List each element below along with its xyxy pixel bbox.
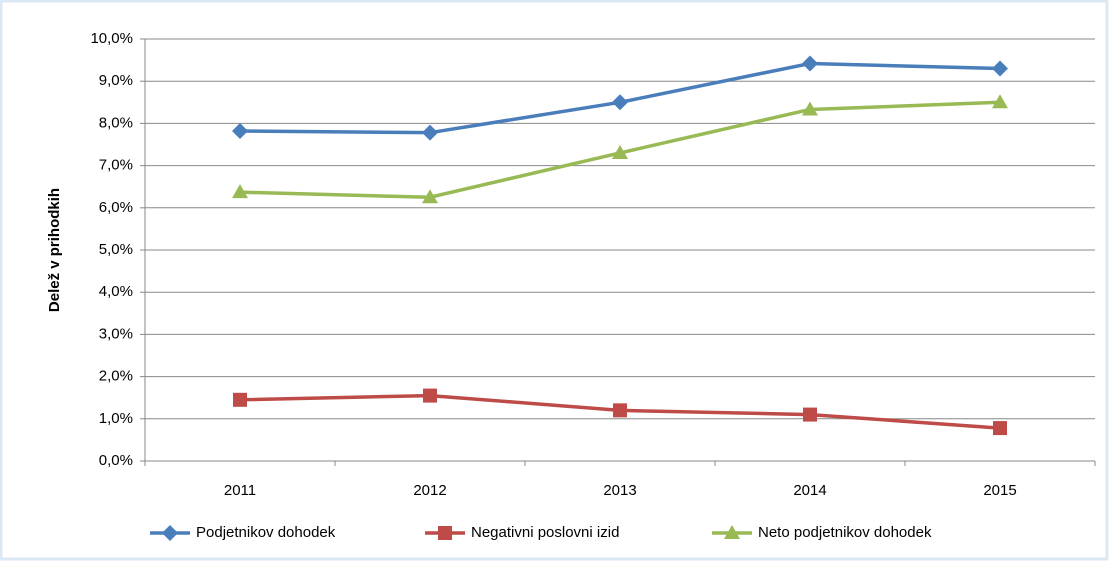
legend-label: Negativni poslovni izid bbox=[471, 524, 619, 541]
marker-diamond bbox=[232, 122, 248, 139]
marker-square bbox=[993, 421, 1007, 436]
y-tick-label: 10,0% bbox=[90, 30, 133, 47]
y-tick-label: 8,0% bbox=[99, 114, 133, 131]
y-tick-label: 1,0% bbox=[99, 410, 133, 427]
x-tick-label: 2014 bbox=[793, 482, 826, 499]
y-axis-title: Delež v prihodkih bbox=[46, 188, 63, 312]
marker-diamond bbox=[612, 94, 628, 111]
y-tick-label: 5,0% bbox=[99, 241, 133, 258]
marker-triangle bbox=[612, 144, 628, 159]
legend-label: Neto podjetnikov dohodek bbox=[758, 524, 932, 541]
marker-square bbox=[803, 407, 817, 422]
marker-diamond bbox=[422, 124, 438, 141]
x-tick-label: 2012 bbox=[413, 482, 446, 499]
marker-triangle bbox=[422, 189, 438, 204]
legend-marker bbox=[438, 526, 452, 540]
legend-marker bbox=[162, 525, 178, 541]
y-tick-label: 7,0% bbox=[99, 157, 133, 174]
legend-label: Podjetnikov dohodek bbox=[196, 524, 336, 541]
marker-triangle bbox=[802, 101, 818, 116]
y-tick-label: 3,0% bbox=[99, 325, 133, 342]
y-tick-label: 6,0% bbox=[99, 199, 133, 216]
marker-diamond bbox=[992, 60, 1008, 77]
y-tick-label: 9,0% bbox=[99, 72, 133, 89]
x-tick-label: 2015 bbox=[983, 482, 1016, 499]
x-tick-label: 2011 bbox=[224, 482, 256, 499]
y-tick-label: 2,0% bbox=[99, 368, 133, 385]
marker-triangle bbox=[992, 94, 1008, 109]
y-tick-label: 4,0% bbox=[99, 283, 133, 300]
legend-marker bbox=[724, 525, 740, 539]
marker-square bbox=[613, 403, 627, 418]
y-tick-label: 0,0% bbox=[99, 452, 133, 469]
marker-diamond bbox=[802, 55, 818, 72]
x-tick-label: 2013 bbox=[603, 482, 636, 499]
marker-square bbox=[233, 392, 247, 407]
marker-triangle bbox=[232, 184, 248, 199]
marker-square bbox=[423, 388, 437, 403]
